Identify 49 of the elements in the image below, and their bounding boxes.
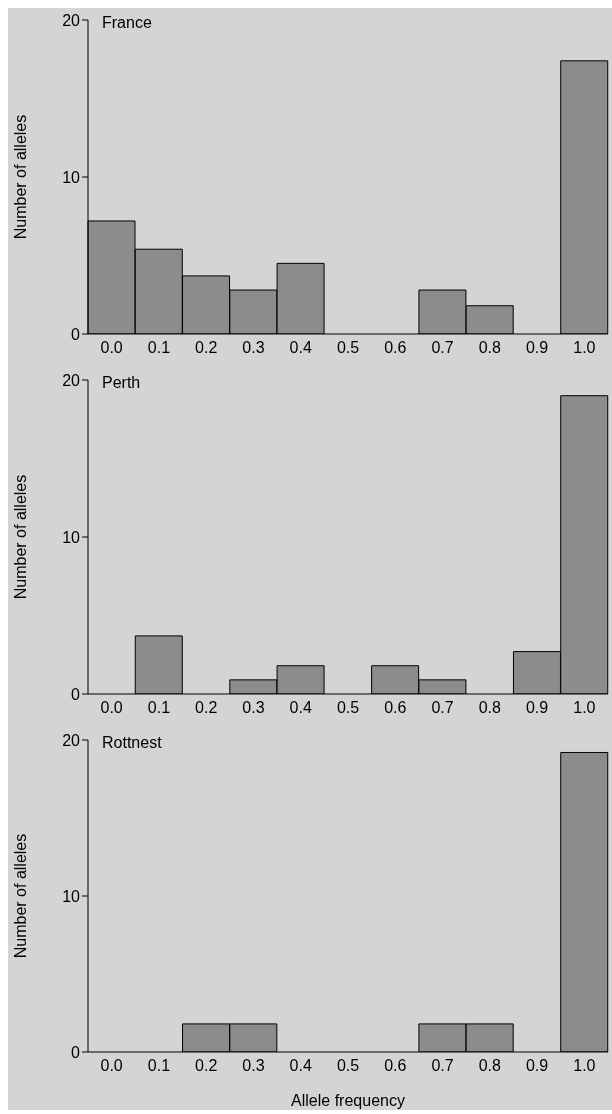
x-tick-label: 1.0: [573, 1057, 596, 1075]
x-tick-label: 0.9: [525, 699, 549, 717]
x-tick-label: 0.2: [195, 1057, 218, 1075]
x-tick-label: 0.5: [336, 699, 360, 717]
x-tick-label: 0.6: [384, 339, 407, 357]
x-tick-label: 0.8: [478, 699, 502, 717]
y-axis-title: Number of alleles: [11, 833, 29, 959]
chart-title: Perth: [102, 374, 141, 392]
y-tick-label: 20: [62, 371, 81, 389]
x-tick-label: 0.3: [242, 699, 265, 717]
x-tick-label: 0.8: [478, 339, 502, 357]
x-tick-label: 0.2: [195, 339, 218, 357]
chart-title: France: [102, 14, 152, 32]
x-tick-label: 0.0: [100, 1057, 123, 1075]
y-tick-label: 10: [62, 168, 81, 186]
x-tick-label: 0.0: [100, 699, 123, 717]
x-axis-title: Allele frequency: [291, 1092, 405, 1109]
x-tick-label: 0.1: [147, 1057, 171, 1075]
x-tick-label: 0.4: [289, 1057, 312, 1075]
y-tick-label: 20: [62, 11, 81, 29]
y-tick-label: 10: [62, 887, 81, 905]
x-tick-label: 1.0: [573, 699, 596, 717]
x-tick-label: 1.0: [573, 339, 596, 357]
x-tick-label: 0.3: [242, 339, 265, 357]
x-tick-label: 0.4: [289, 339, 312, 357]
x-tick-label: 0.1: [147, 699, 171, 717]
x-tick-label: 0.5: [336, 1057, 360, 1075]
x-tick-label: 0.7: [431, 699, 454, 717]
x-tick-label: 0.7: [431, 1057, 454, 1075]
x-tick-label: 0.5: [336, 339, 360, 357]
x-tick-label: 0.2: [195, 699, 218, 717]
x-tick-label: 0.0: [100, 339, 123, 357]
y-axis-title: Number of alleles: [11, 474, 29, 600]
x-tick-label: 0.1: [147, 339, 171, 357]
chart-title: Rottnest: [102, 734, 162, 752]
y-tick-label: 20: [62, 731, 81, 749]
y-tick-label: 0: [71, 685, 81, 703]
x-tick-label: 0.4: [289, 699, 312, 717]
x-tick-label: 0.9: [525, 1057, 549, 1075]
x-tick-label: 0.9: [525, 339, 549, 357]
x-tick-label: 0.7: [431, 339, 454, 357]
y-tick-label: 10: [62, 528, 81, 546]
y-axis-title: Number of alleles: [11, 114, 29, 240]
x-tick-label: 0.6: [384, 1057, 407, 1075]
x-tick-label: 0.6: [384, 699, 407, 717]
y-tick-label: 0: [71, 325, 81, 343]
y-tick-label: 0: [71, 1043, 81, 1061]
x-tick-label: 0.8: [478, 1057, 502, 1075]
x-tick-label: 0.3: [242, 1057, 265, 1075]
